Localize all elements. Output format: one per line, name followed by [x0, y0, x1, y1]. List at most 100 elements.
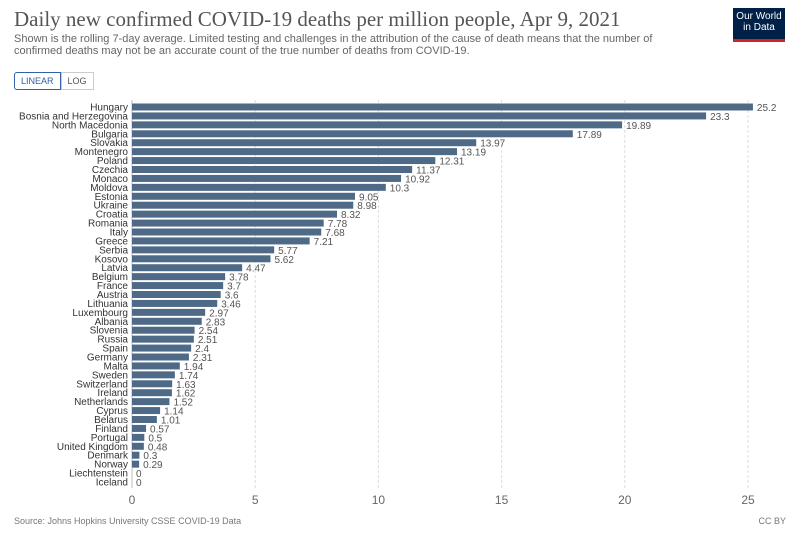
bar [132, 371, 175, 379]
bar [132, 219, 324, 227]
bar [132, 192, 355, 200]
bar [132, 264, 243, 272]
value-label: 3.46 [221, 299, 241, 310]
bar [132, 344, 192, 352]
value-label: 19.89 [626, 121, 651, 132]
category-label: Bosnia and Herzegovina [19, 111, 128, 122]
category-label: Austria [97, 290, 129, 301]
bar [132, 255, 271, 263]
category-label: Liechtenstein [69, 469, 128, 480]
value-label: 5.77 [278, 246, 298, 257]
value-label: 3.7 [227, 282, 241, 293]
source-note: Source: Johns Hopkins University CSSE CO… [14, 516, 242, 526]
value-label: 0.29 [143, 460, 163, 471]
bar [132, 362, 180, 370]
value-label: 0 [136, 478, 142, 489]
bar [132, 237, 310, 245]
x-tick-label: 10 [372, 493, 386, 507]
category-label: Bulgaria [91, 129, 128, 140]
license-link[interactable]: CC BY [758, 516, 786, 526]
category-label: Greece [95, 236, 128, 247]
bar [132, 326, 195, 334]
category-label: Romania [88, 219, 128, 230]
category-label: United Kingdom [57, 442, 128, 453]
bar [132, 112, 707, 120]
bar [132, 174, 402, 182]
bar [132, 201, 354, 209]
category-label: Lithuania [87, 299, 128, 310]
value-label: 13.19 [461, 148, 486, 159]
bar [132, 183, 386, 191]
bar [132, 103, 753, 111]
x-tick-label: 25 [741, 493, 755, 507]
value-label: 8.32 [341, 210, 361, 221]
subtitle: Shown is the rolling 7-day average. Limi… [14, 33, 653, 57]
value-label: 4.47 [246, 264, 266, 275]
value-label: 2.54 [199, 326, 219, 337]
bar [132, 380, 173, 388]
category-label: Poland [97, 156, 128, 167]
category-label: Spain [102, 344, 128, 355]
value-label: 7.21 [314, 237, 334, 248]
value-label: 1.63 [176, 380, 196, 391]
bar [132, 335, 194, 343]
value-label: 3.6 [225, 291, 239, 302]
category-label: Czechia [92, 165, 129, 176]
value-label: 2.31 [193, 353, 213, 364]
bar [132, 246, 275, 254]
category-label: Sweden [92, 370, 128, 381]
value-label: 17.89 [577, 130, 602, 141]
log-button[interactable]: LOG [60, 72, 94, 90]
value-label: 11.37 [416, 166, 441, 177]
value-label: 2.4 [195, 344, 209, 355]
x-tick-label: 5 [252, 493, 259, 507]
category-label: Iceland [96, 478, 128, 489]
bar [132, 407, 161, 415]
value-label: 7.78 [328, 219, 348, 230]
bar [132, 451, 140, 459]
value-label: 1.01 [161, 416, 181, 427]
bar [132, 210, 338, 218]
category-label: Slovenia [90, 326, 129, 337]
category-label: Belarus [94, 415, 128, 426]
bar [132, 157, 436, 165]
value-label: 1.62 [176, 389, 196, 400]
value-label: 5.62 [274, 255, 294, 266]
bar [132, 148, 458, 156]
bar [132, 228, 322, 236]
bar [132, 424, 147, 432]
bar [132, 416, 157, 423]
bar [132, 460, 140, 468]
bar [132, 166, 413, 173]
category-label: Kosovo [95, 254, 129, 265]
category-label: Monaco [92, 174, 128, 185]
category-label: Denmark [87, 451, 129, 462]
category-label: Russia [97, 335, 128, 346]
value-label: 2.83 [206, 317, 226, 328]
bar [132, 139, 477, 147]
owid-logo[interactable]: Our World in Data [733, 8, 785, 42]
category-label: Ukraine [94, 201, 129, 212]
category-label: Croatia [96, 210, 129, 221]
category-label: Germany [87, 353, 128, 364]
category-label: Malta [104, 361, 129, 372]
category-label: Netherlands [74, 397, 128, 408]
category-label: Montenegro [75, 147, 129, 158]
value-label: 1.14 [164, 407, 184, 418]
value-label: 0.5 [148, 433, 162, 444]
bar [132, 353, 189, 361]
value-label: 1.52 [173, 398, 193, 409]
linear-button[interactable]: LINEAR [14, 72, 61, 90]
bar [132, 389, 172, 397]
bar [132, 299, 218, 307]
page-title: Daily new confirmed COVID-19 deaths per … [14, 7, 621, 31]
category-label: Cyprus [96, 406, 128, 417]
value-label: 12.31 [439, 157, 464, 168]
bar [132, 121, 623, 129]
category-label: Albania [95, 317, 129, 328]
value-label: 25.2 [757, 103, 777, 114]
value-label: 1.94 [184, 362, 204, 373]
value-label: 7.68 [325, 228, 345, 239]
value-label: 1.74 [179, 371, 199, 382]
